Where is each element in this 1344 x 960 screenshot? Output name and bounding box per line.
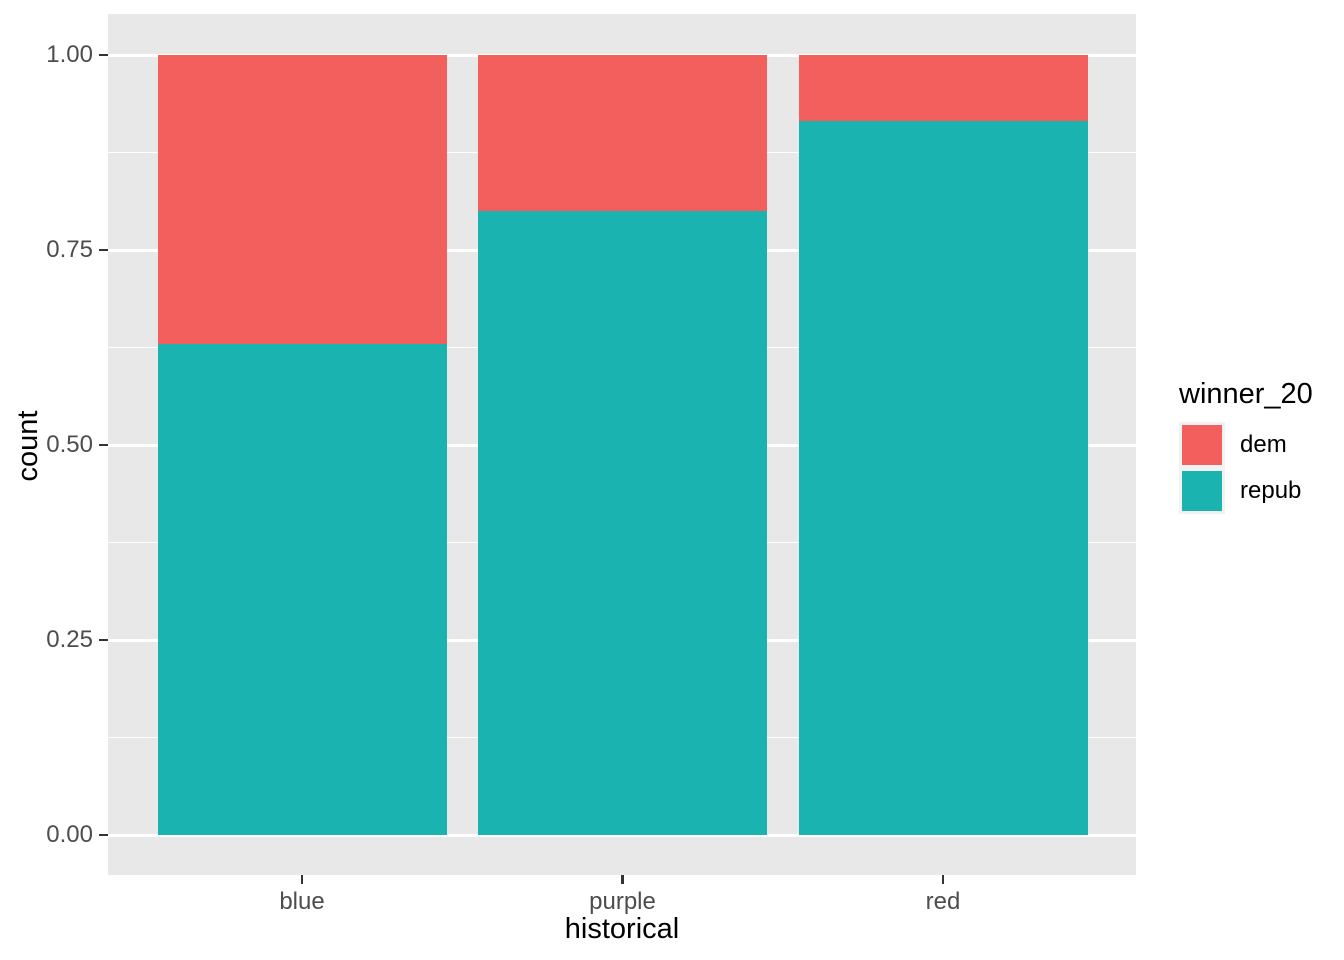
y-tick-mark — [99, 638, 108, 642]
x-tick-label: blue — [279, 888, 325, 915]
y-tick-label: 1.00 — [46, 41, 93, 68]
bar-blue-repub — [157, 343, 447, 835]
legend-label-dem: dem — [1240, 431, 1287, 458]
y-axis-title: count — [12, 410, 44, 482]
y-tick-label: 0.50 — [46, 431, 93, 458]
legend-item-dem: dem — [1179, 422, 1313, 468]
x-tick-label: purple — [589, 888, 656, 915]
plot-panel — [108, 14, 1136, 875]
y-gridline-major — [108, 833, 1136, 837]
legend-swatch-dem — [1182, 425, 1222, 465]
y-tick-label: 0.25 — [46, 626, 93, 653]
legend: winner_20 dem repub — [1179, 378, 1313, 514]
legend-item-repub: repub — [1179, 468, 1313, 514]
legend-key-repub — [1179, 468, 1225, 514]
bar-purple-repub — [478, 211, 767, 835]
x-tick-mark — [941, 875, 945, 884]
legend-swatch-repub — [1182, 471, 1222, 511]
y-tick-mark — [99, 248, 108, 252]
y-tick-mark — [99, 443, 108, 447]
y-tick-mark — [99, 833, 108, 837]
y-tick-label: 0.00 — [46, 821, 93, 848]
bar-blue-dem — [157, 55, 447, 344]
x-axis-title: historical — [564, 913, 680, 945]
x-tick-mark — [621, 875, 624, 884]
legend-items: dem repub — [1179, 422, 1313, 514]
bar-red-repub — [798, 121, 1088, 835]
x-tick-label: red — [925, 888, 961, 915]
y-tick-label: 0.75 — [46, 236, 93, 263]
legend-label-repub: repub — [1240, 477, 1302, 504]
x-tick-mark — [300, 875, 304, 884]
bar-purple-dem — [478, 55, 767, 211]
legend-key-dem — [1179, 422, 1225, 468]
y-tick-mark — [99, 53, 108, 57]
legend-title: winner_20 — [1179, 378, 1313, 410]
bar-red-dem — [798, 55, 1088, 122]
